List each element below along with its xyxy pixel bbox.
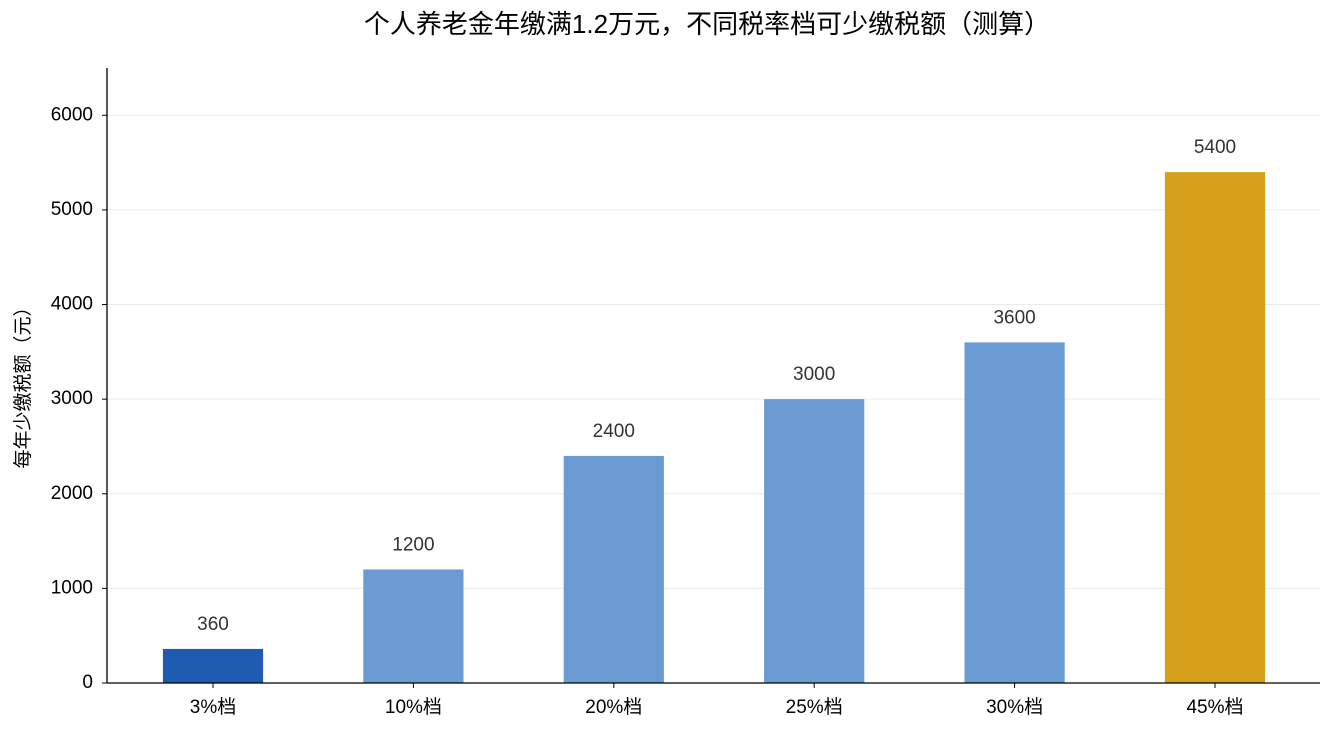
value-label: 5400 [1194,137,1236,158]
bar [764,399,865,683]
y-tick-label: 1000 [51,577,93,598]
bar [964,342,1065,683]
y-tick-label: 0 [82,672,93,693]
x-tick-label: 30%档 [986,696,1043,718]
value-label: 1200 [392,534,434,555]
x-tick-label: 25%档 [786,696,843,718]
x-tick-label: 3%档 [190,696,236,718]
value-label: 3000 [793,364,835,385]
x-tick-label: 10%档 [385,696,442,718]
y-axis-label: 每年少缴税额（元） [12,297,34,468]
x-tick-label: 20%档 [585,696,642,718]
bar [162,648,264,683]
chart-title: 个人养老金年缴满1.2万元，不同税率档可少缴税额（测算） [364,9,1050,39]
y-tick-label: 5000 [51,199,93,220]
bar [563,455,664,683]
bar [363,569,464,683]
value-label: 360 [197,614,229,635]
y-tick-label: 3000 [51,388,93,409]
y-tick-label: 2000 [51,483,93,504]
value-label: 2400 [593,421,635,442]
y-tick-label: 4000 [51,294,93,315]
bar [1164,172,1266,684]
x-tick-label: 45%档 [1186,696,1243,718]
y-tick-label: 6000 [51,104,93,125]
value-label: 3600 [993,307,1035,328]
